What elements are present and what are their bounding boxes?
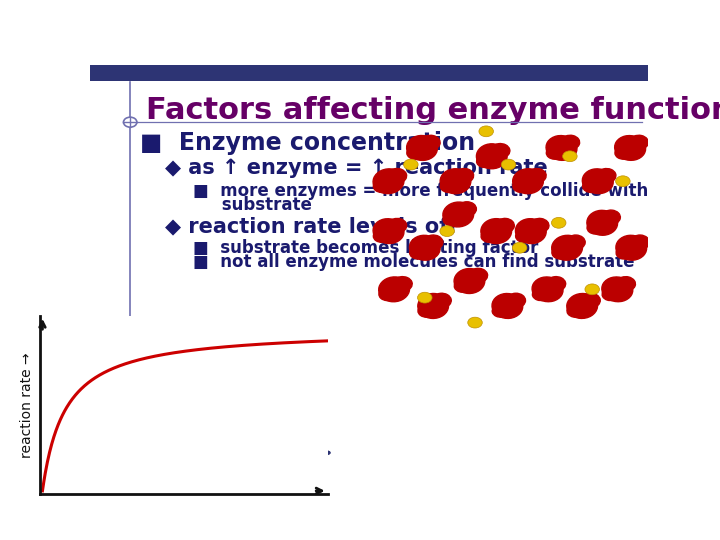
Ellipse shape <box>492 294 523 319</box>
Circle shape <box>616 176 630 187</box>
Text: ◆ reaction rate levels off: ◆ reaction rate levels off <box>166 217 458 237</box>
Ellipse shape <box>597 168 616 183</box>
Ellipse shape <box>561 135 580 150</box>
Ellipse shape <box>546 136 577 160</box>
Ellipse shape <box>630 235 649 249</box>
Ellipse shape <box>532 277 563 302</box>
Y-axis label: reaction rate →: reaction rate → <box>20 352 34 458</box>
Ellipse shape <box>513 169 544 194</box>
Ellipse shape <box>616 276 636 291</box>
Ellipse shape <box>454 168 474 183</box>
Ellipse shape <box>432 293 451 308</box>
Circle shape <box>404 159 418 170</box>
Ellipse shape <box>616 235 647 260</box>
Circle shape <box>124 117 137 127</box>
Ellipse shape <box>407 147 423 159</box>
Ellipse shape <box>374 230 390 242</box>
Ellipse shape <box>629 135 648 150</box>
Ellipse shape <box>530 218 549 233</box>
Ellipse shape <box>379 277 410 302</box>
Ellipse shape <box>506 293 526 308</box>
Ellipse shape <box>379 288 396 301</box>
Circle shape <box>501 159 516 170</box>
Ellipse shape <box>581 293 600 308</box>
Ellipse shape <box>454 280 471 292</box>
Ellipse shape <box>469 268 487 283</box>
Ellipse shape <box>527 168 546 183</box>
Ellipse shape <box>424 235 443 249</box>
Ellipse shape <box>513 180 530 192</box>
Ellipse shape <box>602 288 619 301</box>
Ellipse shape <box>532 288 549 301</box>
Ellipse shape <box>587 221 604 234</box>
Ellipse shape <box>516 219 546 244</box>
Ellipse shape <box>615 136 646 160</box>
Ellipse shape <box>410 246 426 259</box>
Ellipse shape <box>407 136 437 160</box>
Ellipse shape <box>566 235 585 249</box>
Ellipse shape <box>602 277 633 302</box>
Ellipse shape <box>516 230 533 242</box>
Ellipse shape <box>615 147 632 159</box>
Ellipse shape <box>457 202 477 216</box>
Circle shape <box>585 284 600 295</box>
Ellipse shape <box>454 268 485 293</box>
Ellipse shape <box>582 169 613 194</box>
Circle shape <box>513 242 527 253</box>
Ellipse shape <box>410 235 440 260</box>
Text: substrate: substrate <box>193 196 312 214</box>
Text: ◆ as ↑ enzyme = ↑ reaction rate: ◆ as ↑ enzyme = ↑ reaction rate <box>166 158 548 178</box>
Ellipse shape <box>387 218 407 233</box>
Ellipse shape <box>587 211 618 235</box>
Ellipse shape <box>393 276 413 291</box>
Ellipse shape <box>477 144 507 168</box>
Ellipse shape <box>552 246 569 259</box>
Ellipse shape <box>481 230 498 242</box>
Ellipse shape <box>421 135 440 150</box>
Ellipse shape <box>601 210 621 225</box>
Ellipse shape <box>387 168 407 183</box>
Ellipse shape <box>477 155 493 167</box>
Ellipse shape <box>616 246 633 259</box>
Ellipse shape <box>546 147 563 159</box>
FancyBboxPatch shape <box>90 65 648 80</box>
Ellipse shape <box>418 294 449 319</box>
Ellipse shape <box>443 213 460 226</box>
Ellipse shape <box>567 294 598 319</box>
Circle shape <box>468 317 482 328</box>
Ellipse shape <box>481 219 512 244</box>
Text: ■  not all enzyme molecules can find substrate: ■ not all enzyme molecules can find subs… <box>193 253 635 271</box>
Text: ■  substrate becomes limiting factor: ■ substrate becomes limiting factor <box>193 239 539 258</box>
Ellipse shape <box>373 219 404 244</box>
Text: ■  Enzyme concentration: ■ Enzyme concentration <box>140 131 475 156</box>
Circle shape <box>440 226 454 237</box>
Ellipse shape <box>552 235 582 260</box>
Text: enzyme concentration: enzyme concentration <box>110 446 266 460</box>
Ellipse shape <box>546 276 566 291</box>
Circle shape <box>552 218 566 228</box>
Circle shape <box>418 292 432 303</box>
Ellipse shape <box>441 180 457 192</box>
Circle shape <box>562 151 577 161</box>
Text: ■  more enzymes = more frequently collide with: ■ more enzymes = more frequently collide… <box>193 182 649 200</box>
Ellipse shape <box>492 305 509 317</box>
Ellipse shape <box>491 144 510 158</box>
Ellipse shape <box>582 180 600 192</box>
Text: Factors affecting enzyme function: Factors affecting enzyme function <box>145 96 720 125</box>
Ellipse shape <box>495 218 514 233</box>
Circle shape <box>479 126 493 137</box>
Ellipse shape <box>373 169 404 194</box>
Ellipse shape <box>440 169 471 194</box>
Ellipse shape <box>418 305 435 317</box>
Ellipse shape <box>374 180 390 192</box>
Ellipse shape <box>443 202 474 227</box>
Ellipse shape <box>567 305 584 317</box>
